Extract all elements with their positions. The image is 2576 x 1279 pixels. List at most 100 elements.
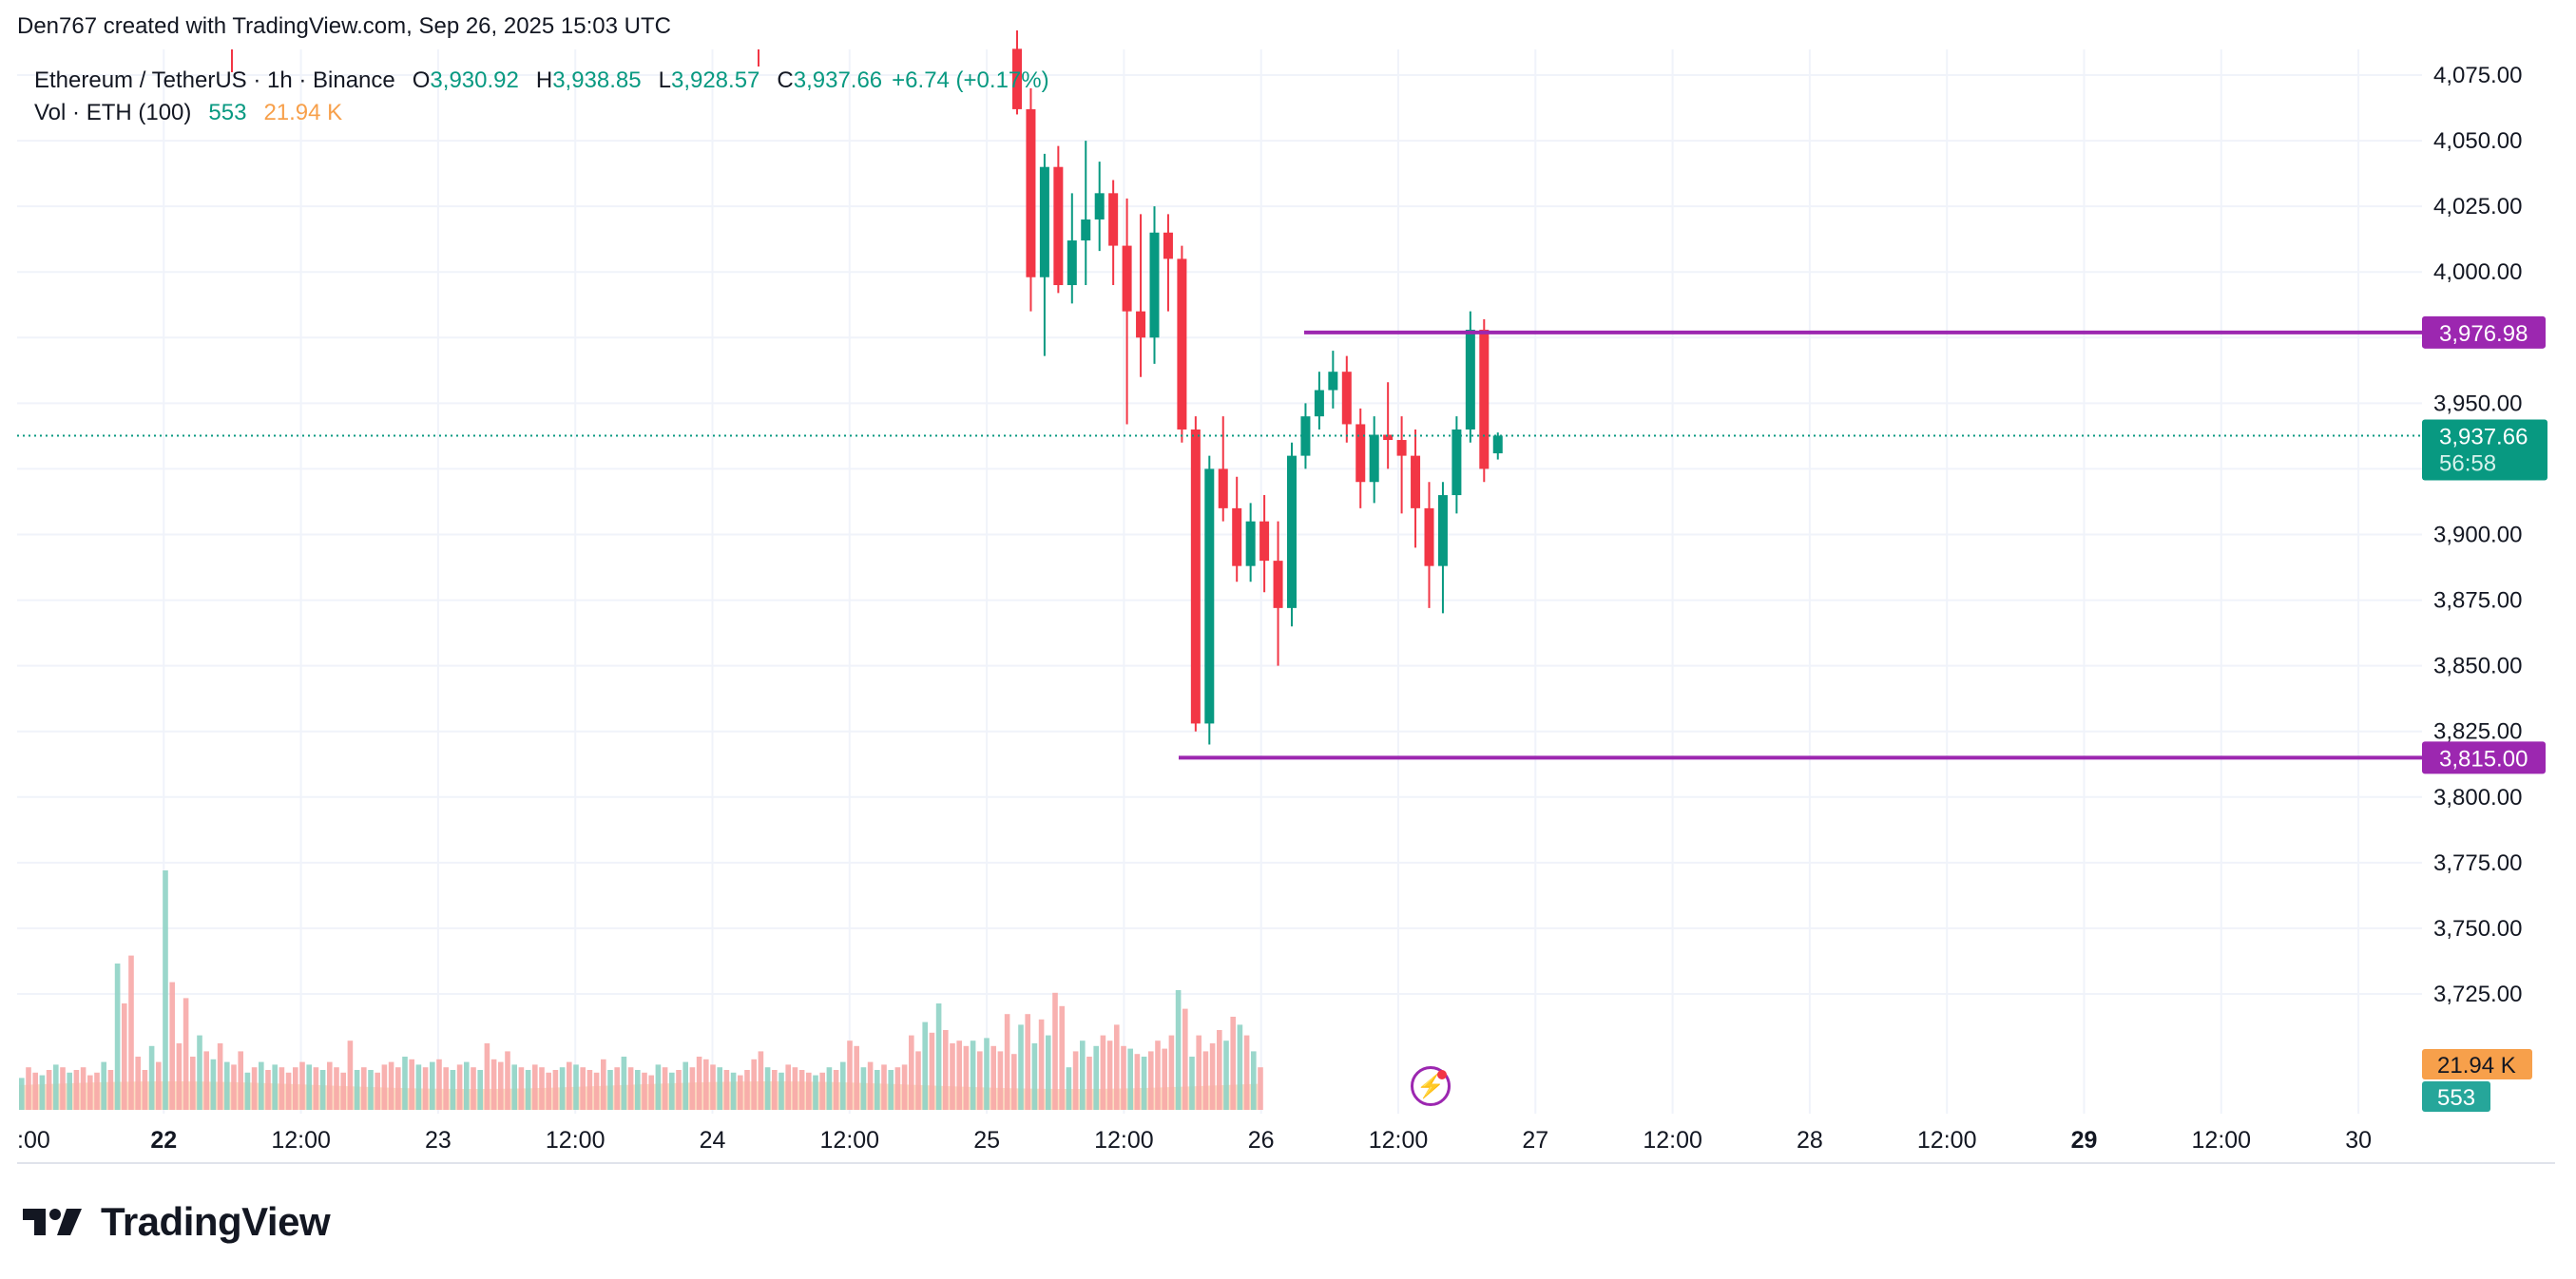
time-tick-label: 24: [700, 1127, 726, 1154]
candle-body: [1026, 108, 1036, 277]
volume-bar: [156, 1061, 162, 1110]
time-tick-label: 12:00: [820, 1127, 880, 1154]
volume-bar: [833, 1070, 839, 1110]
volume-bar: [217, 1043, 223, 1110]
candle-body: [1177, 258, 1187, 430]
volume-bar: [1148, 1051, 1154, 1110]
candle-body: [1232, 507, 1242, 566]
price-axis: 4,075.00 4,050.00 4,025.00 4,000.00 3,950.00…: [2422, 63, 2547, 1112]
candle-body: [1039, 166, 1049, 277]
volume-bar: [552, 1070, 559, 1110]
level-price-label: 3,815.00: [2439, 746, 2528, 772]
volume-bar: [909, 1035, 914, 1110]
volume-bar: [1059, 1005, 1065, 1110]
volume-bar: [203, 1051, 209, 1110]
volume-bar: [894, 1067, 901, 1110]
volume-bar: [546, 1072, 551, 1110]
legend-open-value: 3,930.92: [430, 67, 519, 93]
volume-bar: [785, 1064, 791, 1110]
time-tick-label: 23: [425, 1127, 452, 1154]
time-tick-label: 12:00: [271, 1127, 331, 1154]
time-tick-label: 29: [2071, 1127, 2098, 1154]
volume-bar: [19, 1078, 25, 1110]
candle-body: [1369, 434, 1379, 483]
legend-low-label: L: [658, 67, 671, 93]
volume-bar: [80, 1067, 87, 1110]
volume-bar: [148, 1045, 155, 1110]
volume-bar: [128, 955, 134, 1110]
volume-bar: [388, 1061, 394, 1110]
volume-bar: [764, 1067, 771, 1110]
volume-bar: [956, 1040, 962, 1110]
legend-symbol[interactable]: Ethereum / TetherUS · 1h · Binance: [34, 67, 395, 93]
volume-bar: [580, 1067, 586, 1110]
time-tick-label: 25: [973, 1127, 1000, 1154]
legend-volume-ma: 21.94 K: [263, 100, 343, 125]
volume-bar: [1168, 1035, 1175, 1110]
candle-body: [1273, 561, 1283, 608]
candle-body: [1204, 468, 1215, 724]
candle-body: [1479, 329, 1490, 469]
price-tick-label: 3,775.00: [2433, 850, 2522, 876]
volume-bar: [1202, 1051, 1209, 1110]
volume-bar: [422, 1067, 429, 1110]
alert-badge-dot: [1437, 1070, 1447, 1079]
volume-bar: [710, 1064, 716, 1110]
volume-bar: [272, 1064, 278, 1110]
volume-bar: [751, 1059, 757, 1110]
volume-bar: [456, 1064, 463, 1110]
volume-bar: [806, 1072, 812, 1110]
volume-bar: [792, 1067, 798, 1110]
candle-body: [1355, 424, 1366, 483]
volume-bar: [963, 1045, 970, 1110]
candle-body: [1094, 193, 1105, 220]
legend-high-value: 3,938.85: [552, 67, 642, 93]
volume-bar: [915, 1051, 921, 1110]
volume-bar: [1031, 1043, 1038, 1110]
volume-bar: [39, 1075, 46, 1110]
volume-bar: [197, 1035, 202, 1110]
candle-body: [1136, 311, 1146, 338]
volume-bar: [682, 1061, 688, 1110]
volume-bar: [984, 1038, 990, 1110]
volume-bar: [259, 1061, 264, 1110]
candle-body: [1218, 468, 1228, 508]
volume-bar: [402, 1057, 408, 1110]
volume-bar: [375, 1072, 380, 1110]
volume-bar: [251, 1067, 258, 1110]
volume-bar: [176, 1043, 183, 1110]
candle-body: [1190, 429, 1201, 724]
price-tick-label: 3,875.00: [2433, 588, 2522, 614]
volume-bar: [340, 1072, 346, 1110]
time-tick-label: 12:00: [1917, 1127, 1977, 1154]
volume-bar: [415, 1064, 422, 1110]
time-tick-label: 22: [150, 1127, 177, 1154]
volume-bar: [935, 1003, 942, 1110]
alert-button[interactable]: ⚡: [1411, 1066, 1451, 1106]
volume-bar: [293, 1067, 298, 1110]
legend-volume-value: 553: [208, 100, 247, 125]
volume-bar: [183, 998, 189, 1110]
volume-bar: [1189, 1057, 1195, 1110]
time-tick-label: 27: [1522, 1127, 1548, 1154]
volume-bar: [381, 1064, 388, 1110]
candle-body: [1053, 166, 1064, 286]
volume-bar: [990, 1045, 996, 1110]
volume-bar: [511, 1064, 517, 1110]
volume-bar: [1106, 1040, 1113, 1110]
legend-volume-label[interactable]: Vol · ETH (100): [34, 100, 192, 125]
candle-body: [1424, 507, 1434, 566]
level-price-tag: [2422, 741, 2546, 774]
volume-bar: [443, 1067, 449, 1110]
volume-bar: [354, 1070, 360, 1110]
horizontal-levels: [17, 330, 2422, 760]
volume-bar: [484, 1043, 490, 1110]
volume-bar: [1182, 1008, 1188, 1110]
candle-body: [1341, 372, 1352, 425]
volume-bar: [464, 1061, 470, 1110]
candle-body: [1465, 329, 1475, 430]
volume-bar: [1086, 1057, 1092, 1110]
volume-bar: [319, 1070, 326, 1110]
tradingview-brand[interactable]: TradingView: [21, 1199, 331, 1245]
